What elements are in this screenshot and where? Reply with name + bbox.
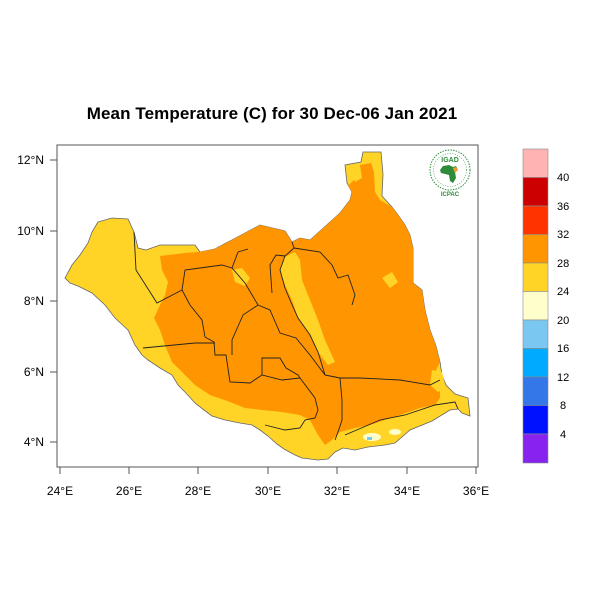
colorbar-label: 16 [557,343,569,355]
colorbar-label: 4 [560,429,566,441]
zone-20-24-patch-2 [389,429,401,435]
x-tick-label: 32°E [324,484,350,498]
y-axis [50,159,57,443]
logo-igad-text: IGAD [441,157,459,164]
y-tick-label: 8°N [24,294,44,308]
colorbar-label: 40 [557,172,569,184]
state-boundaries [133,231,459,441]
colorbar-label: 20 [557,315,569,327]
colorbar-swatch-28-32 [522,234,549,264]
colorbar-swatch-20-24 [522,291,549,321]
logo-emblem-icon [429,149,471,191]
zone-16-20-spot [367,437,372,440]
colorbar-swatch-36-40 [522,177,549,207]
colorbar-label: 24 [557,286,569,298]
colorbar-swatch-below-4 [522,433,549,464]
y-tick-label: 4°N [24,435,44,449]
x-tick-label: 24°E [47,484,73,498]
colorbar-label: 36 [557,201,569,213]
zone-24-28-east-patch [382,272,398,288]
colorbar-label: 12 [557,372,569,384]
x-tick-label: 36°E [463,484,489,498]
x-tick-label: 34°E [394,484,420,498]
colorbar-label: 8 [560,400,566,412]
colorbar-label: 28 [557,258,569,270]
x-tick-label: 30°E [255,484,281,498]
colorbar-swatch-24-28 [522,262,549,292]
colorbar-swatch-40plus [522,148,549,178]
x-axis [59,467,477,474]
map-title: Mean Temperature (C) for 30 Dec-06 Jan 2… [86,104,458,123]
zone-24-28-nile [280,252,335,365]
colorbar-swatch-12-16 [522,348,549,378]
colorbar-swatch-8-12 [522,376,549,406]
colorbar-swatch-16-20 [522,319,549,349]
colorbar-label: 32 [557,229,569,241]
logo-icpac-text: ICPAC [440,192,460,198]
colorbar-swatch-32-36 [522,205,549,235]
country-map [64,151,471,461]
x-tick-label: 26°E [116,484,142,498]
igad-icpac-logo: IGAD ICPAC [425,148,475,204]
y-tick-label: 12°N [17,153,44,167]
zone-24-28-north-tip [350,165,362,182]
colorbar-swatch-4-8 [522,405,549,435]
zone-24-28-north-patch [232,268,250,286]
y-tick-label: 10°N [17,224,44,238]
x-tick-label: 28°E [185,484,211,498]
colorbar [522,148,549,464]
y-tick-label: 6°N [24,365,44,379]
